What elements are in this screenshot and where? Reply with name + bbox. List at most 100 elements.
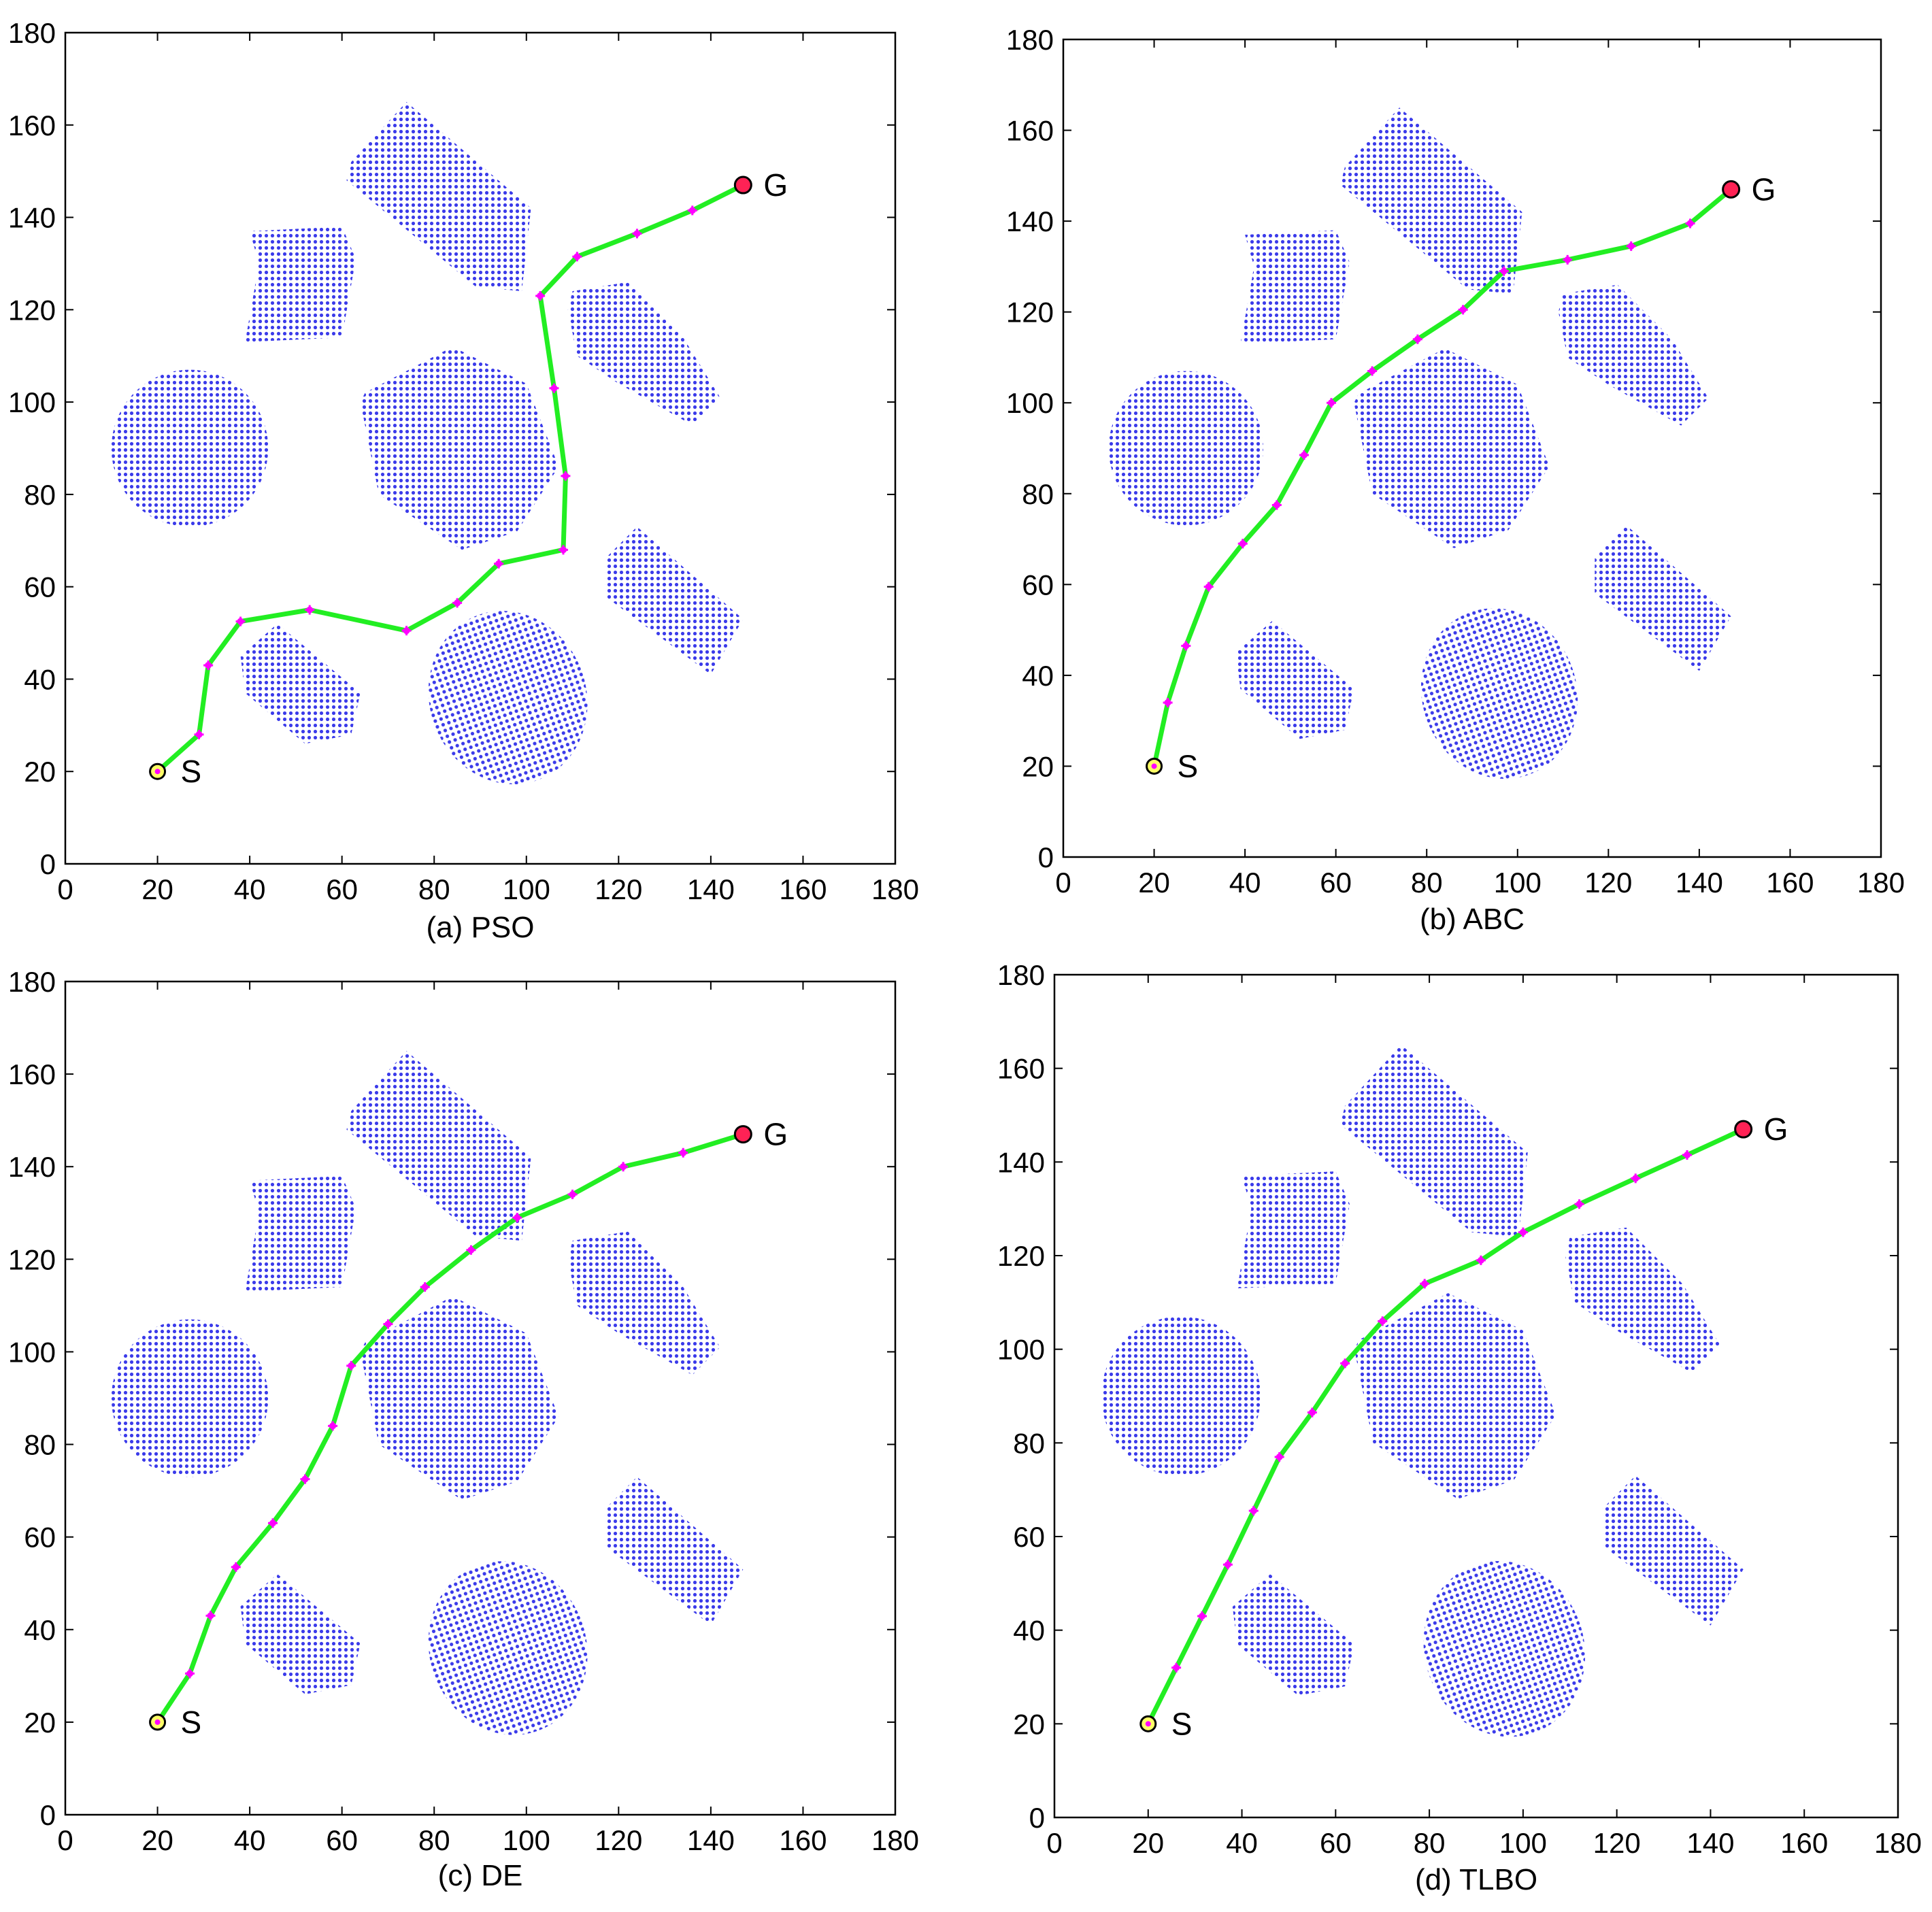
waypoint-cross (1412, 334, 1422, 344)
obstacle (1232, 1574, 1354, 1696)
waypoint-cross (383, 1319, 393, 1329)
y-tick-label: 140 (1006, 205, 1054, 237)
subplot-2: S G 0 20 40 60 80 100 120 140 160 180 0 20 40 60 80 100 12… (1006, 24, 1905, 936)
x-tick-label: 140 (687, 1824, 735, 1856)
obstacle (1423, 1560, 1586, 1737)
obstacle (1101, 1316, 1261, 1476)
waypoint-cross (1631, 1173, 1641, 1184)
waypoint-cross (452, 598, 463, 608)
x-tick-label: 80 (418, 873, 450, 905)
y-tick-label: 40 (24, 1614, 56, 1646)
y-tick-label: 20 (1013, 1708, 1045, 1740)
y-tick-label: 20 (24, 756, 56, 788)
y-tick-label: 80 (1013, 1427, 1045, 1459)
start-marker-center (154, 769, 161, 775)
waypoint-cross (1222, 1560, 1233, 1570)
waypoint-cross (1682, 1150, 1692, 1160)
waypoint-cross (1367, 366, 1378, 376)
x-tick-label: 160 (779, 873, 827, 905)
x-tick-label: 160 (779, 1824, 827, 1856)
obstacle (605, 526, 744, 675)
y-tick-label: 140 (997, 1146, 1045, 1178)
waypoint-cross (1163, 697, 1173, 707)
waypoint-cross (1271, 500, 1282, 510)
y-tick-label: 80 (24, 1429, 56, 1461)
y-tick-label: 20 (24, 1707, 56, 1739)
x-tick-label: 80 (1411, 867, 1443, 899)
obstacle (1340, 1045, 1528, 1237)
waypoint-cross (346, 1360, 356, 1371)
y-tick-label: 60 (1022, 569, 1054, 601)
waypoint-cross (1237, 539, 1248, 549)
y-tick-label: 80 (24, 479, 56, 511)
x-tick-label: 100 (1499, 1827, 1547, 1859)
axes-frame (1053, 973, 1899, 1819)
goal-marker (733, 1125, 752, 1144)
x-tick-label: 140 (1676, 867, 1723, 899)
waypoint-cross (328, 1421, 338, 1431)
obstacle (360, 1296, 559, 1500)
y-tick-label: 160 (997, 1053, 1045, 1085)
obstacle (240, 623, 361, 744)
x-tick-label: 180 (871, 1824, 919, 1856)
x-tick-label: 80 (1414, 1827, 1446, 1859)
x-tick-label: 0 (1046, 1827, 1062, 1859)
goal-marker (1734, 1120, 1753, 1139)
x-tick-label: 40 (234, 873, 266, 905)
path-line (1152, 186, 1734, 769)
y-tick-label: 100 (1006, 387, 1054, 419)
obstacle (567, 282, 720, 426)
waypoint-cross (1299, 450, 1309, 460)
subplot-4: S G 0 20 40 60 80 100 120 140 160 180 0 20 40 60 80 100 12… (997, 959, 1922, 1896)
x-tick-label: 160 (1780, 1827, 1828, 1859)
waypoint-cross (185, 1668, 195, 1679)
waypoint-cross (632, 229, 642, 239)
waypoint-cross (205, 1611, 216, 1621)
obstacle (360, 346, 559, 550)
waypoint-cross (194, 729, 204, 739)
waypoint-cross (203, 660, 214, 671)
x-tick-label: 180 (1857, 867, 1905, 899)
waypoint-cross (1499, 266, 1509, 276)
waypoint-cross (231, 1562, 241, 1572)
x-tick-label: 0 (57, 873, 73, 905)
x-tick-label: 20 (141, 873, 173, 905)
x-tick-label: 80 (418, 1824, 450, 1856)
waypoint-cross (1274, 1452, 1284, 1462)
waypoint-cross (305, 605, 315, 615)
waypoint-cross (567, 1190, 578, 1200)
waypoint-cross (535, 290, 546, 301)
y-tick-label: 40 (1013, 1615, 1045, 1647)
y-tick-label: 80 (1022, 478, 1054, 510)
y-tick-label: 120 (8, 294, 56, 326)
path-line (1146, 1126, 1746, 1726)
waypoint-cross (1181, 641, 1191, 651)
x-tick-label: 40 (234, 1824, 266, 1856)
start-marker-center (1151, 763, 1157, 769)
x-tick-label: 20 (1138, 867, 1170, 899)
waypoint-cross (401, 626, 412, 636)
x-tick-label: 40 (1226, 1827, 1258, 1859)
y-tick-label: 20 (1022, 750, 1054, 782)
start-marker-center (154, 1719, 161, 1725)
waypoint-cross (300, 1474, 310, 1484)
x-tick-label: 100 (1494, 867, 1542, 899)
waypoint-cross (1574, 1199, 1584, 1209)
y-tick-label: 120 (1006, 297, 1054, 329)
obstacle (1565, 1227, 1720, 1373)
subplot-1: S G 0 20 40 60 80 100 120 140 160 180 0 20 40 60 80 100 12… (8, 17, 919, 944)
y-tick-label: 120 (997, 1240, 1045, 1272)
obstacle (1237, 1171, 1350, 1289)
waypoint-cross (268, 1518, 278, 1528)
x-tick-label: 0 (57, 1824, 73, 1856)
x-tick-label: 120 (595, 873, 642, 905)
waypoint-cross (1378, 1316, 1388, 1326)
waypoint-cross (678, 1147, 688, 1158)
waypoint-cross (1476, 1255, 1486, 1265)
goal-label: G (763, 1117, 788, 1152)
waypoint-cross (1626, 241, 1636, 251)
x-tick-label: 100 (503, 873, 550, 905)
y-tick-label: 180 (8, 966, 56, 998)
x-tick-label: 20 (1132, 1827, 1164, 1859)
